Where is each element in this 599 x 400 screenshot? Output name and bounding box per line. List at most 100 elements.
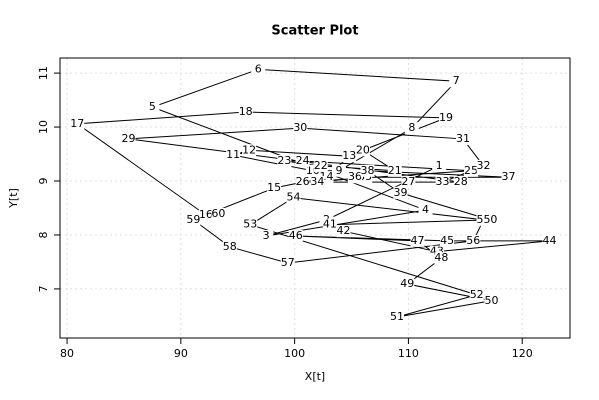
label-background [404, 122, 419, 135]
label-background [435, 176, 450, 189]
label-background [313, 159, 328, 172]
x-axis-label: X[t] [305, 370, 325, 383]
point-label: 51 [390, 310, 404, 323]
point-label: 42 [337, 224, 351, 237]
label-background [484, 294, 499, 307]
point-label: 3 [263, 229, 270, 242]
label-background [242, 144, 257, 157]
x-tick-label: 80 [60, 347, 74, 360]
y-tick-label: 7 [37, 285, 50, 292]
label-background [280, 257, 295, 270]
label-background [355, 144, 370, 157]
point-label: 46 [289, 229, 303, 242]
label-background [464, 164, 479, 177]
point-label: 22 [314, 159, 328, 172]
point-label: 18 [239, 105, 253, 118]
point-label: 47 [411, 234, 425, 247]
label-background [440, 234, 455, 247]
label-background [542, 234, 557, 247]
point-label: 39 [393, 186, 407, 199]
point-label: 27 [401, 175, 415, 188]
y-tick-label: 9 [37, 178, 50, 185]
point-label: 7 [453, 74, 460, 87]
label-background [295, 176, 310, 189]
label-background [418, 204, 433, 217]
label-background [456, 132, 471, 145]
label-background [400, 278, 415, 291]
label-background [476, 213, 491, 226]
y-tick-label: 8 [37, 231, 50, 238]
label-background [277, 155, 292, 168]
point-label: 33 [436, 175, 450, 188]
point-label: 37 [502, 170, 516, 183]
label-background [288, 230, 303, 243]
point-label: 9 [336, 164, 343, 177]
point-label: 1 [436, 159, 443, 172]
point-label: 60 [211, 207, 225, 220]
point-label: 48 [434, 251, 448, 264]
y-tick-label: 10 [37, 120, 50, 134]
label-background [70, 117, 85, 130]
label-background [295, 155, 310, 168]
point-label: 15 [267, 181, 281, 194]
point-label: 5 [149, 100, 156, 113]
x-tick-label: 120 [512, 347, 533, 360]
label-background [360, 164, 375, 177]
label-background [238, 105, 253, 118]
label-background [347, 171, 362, 184]
label-background [332, 164, 347, 177]
label-background [466, 234, 481, 247]
point-label: 4 [422, 203, 429, 216]
point-label: 17 [70, 117, 84, 130]
label-background [251, 63, 266, 76]
label-background [310, 176, 325, 189]
connecting-line [75, 68, 550, 318]
point-label: 12 [242, 143, 256, 156]
label-background [186, 213, 201, 226]
point-label: 28 [454, 175, 468, 188]
label-background [293, 122, 308, 135]
label-background [259, 230, 274, 243]
point-label: 53 [243, 218, 257, 231]
point-label: 44 [543, 234, 557, 247]
point-label: 50 [484, 294, 498, 307]
point-label: 55 [477, 213, 491, 226]
y-tick-label: 11 [37, 66, 50, 80]
label-background [342, 150, 357, 163]
label-background [453, 176, 468, 189]
point-label: 54 [286, 191, 300, 204]
point-label: 23 [277, 154, 291, 167]
point-label: 26 [296, 175, 310, 188]
label-background [267, 182, 282, 195]
label-background [121, 132, 136, 145]
label-background [432, 159, 447, 172]
point-label: 38 [360, 164, 374, 177]
point-label: 8 [408, 121, 415, 134]
x-tick-label: 100 [284, 347, 305, 360]
label-background [501, 171, 516, 184]
point-label: 6 [255, 62, 262, 75]
point-label: 34 [310, 175, 324, 188]
label-background [476, 159, 491, 172]
label-background [469, 288, 484, 301]
label-background [438, 111, 453, 124]
point-label: 16 [199, 208, 213, 221]
label-background [434, 252, 449, 265]
label-background [393, 186, 408, 199]
label-background [145, 101, 160, 114]
point-label: 19 [439, 111, 453, 124]
label-background [410, 234, 425, 247]
point-label: 20 [356, 143, 370, 156]
point-label: 31 [456, 132, 470, 145]
point-label: 52 [470, 288, 484, 301]
point-label: 25 [464, 164, 478, 177]
label-background [226, 149, 241, 162]
label-background [336, 225, 351, 238]
plot-frame [59, 57, 571, 339]
label-background [387, 164, 402, 177]
point-label: 13 [342, 149, 356, 162]
point-label: 58 [223, 240, 237, 253]
x-tick-label: 110 [398, 347, 419, 360]
label-background [286, 191, 301, 204]
